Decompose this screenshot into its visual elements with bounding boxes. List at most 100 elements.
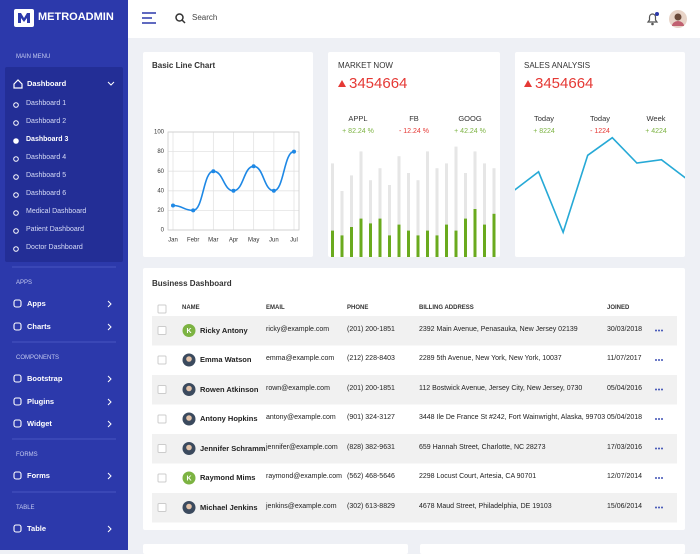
divider [12,438,116,440]
sales-card: SALES ANALYSIS 3454664 Today+ 8224Today-… [515,52,685,257]
x-tick-label: Jun [269,238,279,244]
cell: (901) 324-3127 [347,414,395,421]
bullet [12,227,20,235]
customer-name: Rowen Atkinson [200,385,258,394]
submenu-item[interactable]: Doctor Dashboard [26,244,83,251]
menu-toggle[interactable] [142,12,156,24]
chevron [108,526,111,532]
row-checkbox [158,445,166,453]
bar [426,231,429,257]
bar [464,219,467,257]
bullet-dot [14,229,19,234]
row-menu-dot [655,418,657,420]
cell: jennifer@example.com [266,444,338,451]
row-checkbox [158,415,166,423]
submenu-item[interactable]: Dashboard 5 [26,172,66,179]
bar [341,235,344,257]
bullet-dot [14,211,19,216]
y-tick-label: 40 [157,188,164,194]
point [292,150,296,154]
bar [407,231,410,257]
chevron [108,421,111,427]
brand-logo [14,9,34,27]
submenu-item[interactable]: Medical Dashboard [26,208,86,215]
bar [455,231,458,257]
cell: antony@example.com [266,414,336,421]
point [252,164,256,168]
menu-icon [13,374,113,384]
search-input[interactable]: Search [192,13,217,22]
row-menu-dot [655,507,657,509]
submenu-item[interactable]: Patient Dashboard [26,226,84,233]
item-icon [14,375,21,382]
basic-line-card: Basic Line Chart 020406080100JanFebrMarA… [143,52,313,257]
cell: 112 Bostwick Avenue, Jersey City, New Je… [419,385,582,392]
menu-icon [13,419,113,429]
row-menu-dot [661,330,663,332]
notifications[interactable] [646,11,660,26]
cell: 05/04/2018 [607,414,642,421]
submenu-item[interactable]: Dashboard 2 [26,118,66,125]
column-header: BILLING ADDRESS [419,305,474,311]
cell: rown@example.com [266,385,330,392]
avatar-face [186,386,192,392]
avatar-face [186,445,192,451]
line-chart [515,52,685,257]
cell: (562) 468-5646 [347,473,395,480]
cell: 4678 Maud Street, Philadelphia, DE 19103 [419,503,552,510]
row-menu-dot [655,330,657,332]
column-header: JOINED [607,305,629,311]
market-card: MARKET NOW 3454664 APPL+ 82.24 %FB- 12.2… [328,52,500,257]
row-menu-dot [658,507,660,509]
bullet-dot [14,175,19,180]
row-menu-dot [658,448,660,450]
row-menu-dot [661,448,663,450]
chevron [108,376,111,382]
submenu-item[interactable]: Dashboard 3 [26,136,68,143]
customer-name: Jennifer Schramm [200,444,265,453]
column-header: NAME [182,305,200,311]
y-tick-label: 60 [157,169,164,175]
y-tick-label: 100 [154,130,165,136]
bar [350,227,353,257]
bullet-dot [14,103,19,108]
row-menu-dot [658,330,660,332]
bullet-dot [14,121,19,126]
bullet-dot [14,139,19,144]
menu-icon [13,78,133,90]
submenu-item[interactable]: Dashboard 4 [26,154,66,161]
search-icon [175,13,186,24]
chevron [108,301,111,307]
customer-name: Raymond Mims [200,473,255,482]
submenu-item[interactable]: Dashboard 6 [26,190,66,197]
row-menu-dot [655,389,657,391]
user-avatar[interactable] [668,9,688,29]
brand-name[interactable]: METROADMIN [38,11,114,23]
bullet [12,245,20,253]
avatar-face [186,356,192,362]
row-menu-dot [661,507,663,509]
column-header: EMAIL [266,305,285,311]
bullet [12,209,20,217]
customer-name: Ricky Antony [200,326,248,335]
y-tick-label: 80 [157,149,164,155]
bar [331,231,334,257]
chevron [108,399,111,405]
next-card [143,544,408,554]
cell: 2289 5th Avenue, New York, New York, 100… [419,355,562,362]
section-title: MAIN MENU [16,54,50,60]
point [171,204,175,208]
section-title: TABLE [16,505,35,511]
row-menu-dot [658,418,660,420]
row-checkbox [158,474,166,482]
cell: (212) 228-8403 [347,355,395,362]
avatar-face [186,415,192,421]
bar [398,225,401,257]
row-menu-dot [661,418,663,420]
submenu-item[interactable]: Dashboard 1 [26,100,66,107]
menu-icon [13,524,113,534]
y-tick-label: 0 [161,228,165,234]
x-tick-label: Apr [229,238,238,244]
item-icon [14,472,21,479]
